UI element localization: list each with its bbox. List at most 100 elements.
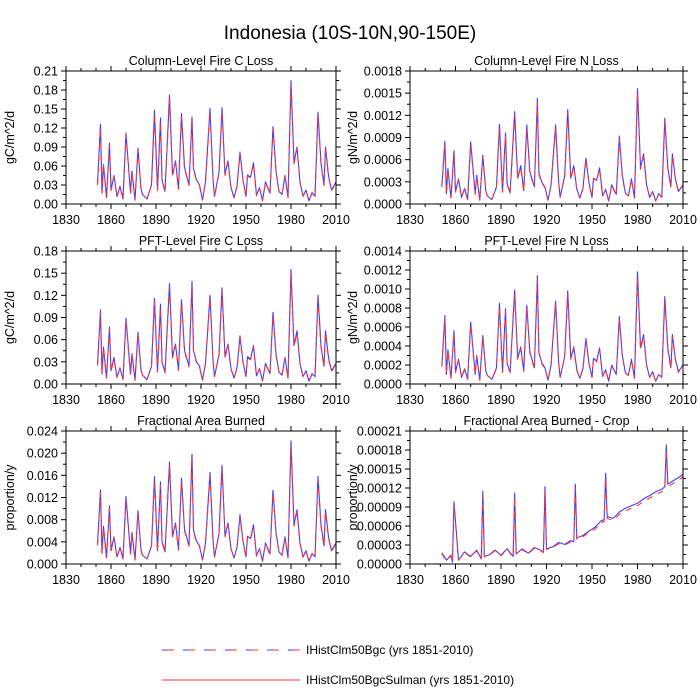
x-tick-label: 2010 [669,213,697,227]
y-tick-label: 0.06 [34,160,58,174]
y-tick-label: 0.00009 [357,501,402,515]
series-line-ihistclm50bgcsulman-yrs-1851-2010 [96,273,336,382]
x-tick-label: 1950 [578,393,606,407]
y-tick-label: 0.03 [34,355,58,369]
panel-title: Fractional Area Burned - Crop [463,414,629,428]
x-tick-label: 1950 [578,573,606,587]
x-tick-label: 1890 [487,573,515,587]
x-tick-label: 1950 [232,573,260,587]
panel-title: PFT-Level Fire C Loss [139,234,263,248]
plot-frame [65,70,337,205]
y-tick-label: 0.0006 [364,153,402,167]
y-axis-label: proportion/y [346,464,360,531]
x-tick-label: 1890 [142,213,170,227]
chart-panel-column-level-fire-c-loss: Column-Level Fire C Loss gC/m^2/d 0.00 0.03… [3,54,350,227]
y-tick-label: 0.0000 [364,198,402,212]
chart-panel-fractional-area-burned-crop: Fractional Area Burned - Crop proportion/… [346,414,697,587]
x-tick-label: 1830 [52,213,80,227]
y-tick-label: 0.00012 [357,482,402,496]
panel-title: PFT-Level Fire N Loss [484,234,608,248]
y-tick-label: 0.000 [27,558,58,572]
y-tick-label: 0.21 [34,65,58,79]
y-axis-label: proportion/y [3,464,17,531]
x-tick-label: 1950 [232,393,260,407]
y-tick-label: 0.00006 [357,520,402,534]
chart-panel-pft-level-fire-c-loss: PFT-Level Fire C Loss gC/m^2/d 0.00 0.03 0.0… [3,234,350,407]
y-tick-label: 0.012 [27,491,58,505]
x-tick-label: 1920 [533,213,561,227]
y-tick-label: 0.0018 [364,65,402,79]
x-tick-label: 1830 [396,213,424,227]
y-tick-label: 0.0006 [364,321,402,335]
y-axis-label: gC/m^2/d [3,111,17,164]
x-tick-label: 1890 [487,393,515,407]
y-tick-label: 0.00 [34,198,58,212]
series-line-ihistclm50bgcsulman-yrs-1851-2010 [441,276,683,382]
y-tick-label: 0.03 [34,179,58,193]
y-axis-label: gN/m^2/d [346,111,360,164]
plot-frame [65,430,337,565]
panels: Column-Level Fire C Loss gC/m^2/d 0.00 0.03… [3,54,697,587]
panel-title: Column-Level Fire C Loss [129,54,274,68]
x-tick-label: 1860 [97,393,125,407]
series-line-ihistclm50bgc-yrs-1851-2010 [441,444,683,563]
series-lines [96,268,336,382]
y-axis-label: gC/m^2/d [3,291,17,344]
chart-panel-fractional-area-burned: Fractional Area Burned proportion/y 0.000 0… [3,414,350,587]
x-tick-label: 2010 [669,573,697,587]
y-tick-label: 0.00003 [357,539,402,553]
x-tick-label: 1890 [487,213,515,227]
x-tick-label: 1860 [442,393,470,407]
y-tick-label: 0.0003 [364,175,402,189]
y-tick-label: 0.008 [27,513,58,527]
x-tick-label: 1920 [533,393,561,407]
chart-panel-column-level-fire-n-loss: Column-Level Fire N Loss gN/m^2/d 0.0000 0.… [346,54,697,227]
x-tick-label: 1830 [396,573,424,587]
y-tick-label: 0.00 [34,378,58,392]
panel-title: Fractional Area Burned [137,414,265,428]
x-tick-label: 1830 [52,393,80,407]
x-tick-label: 1950 [232,213,260,227]
plot-frame [65,250,337,385]
y-tick-label: 0.0000 [364,378,402,392]
y-tick-label: 0.18 [34,84,58,98]
y-tick-label: 0.12 [34,289,58,303]
y-tick-label: 0.00018 [357,444,402,458]
x-tick-label: 1980 [277,573,305,587]
x-tick-label: 1920 [187,573,215,587]
plot-frame [409,250,684,385]
x-tick-label: 1860 [442,573,470,587]
x-tick-label: 1860 [442,213,470,227]
y-tick-label: 0.004 [27,535,58,549]
legend: IHistClm50Bgc (yrs 1851-2010) IHistClm50… [162,643,514,687]
y-tick-label: 0.0008 [364,302,402,316]
y-tick-label: 0.00021 [357,425,402,439]
y-tick-label: 0.0004 [364,340,402,354]
y-tick-label: 0.0014 [364,245,402,259]
x-tick-label: 1950 [578,213,606,227]
x-tick-label: 1890 [142,573,170,587]
x-tick-label: 1860 [97,213,125,227]
x-tick-label: 2010 [322,213,350,227]
y-tick-label: 0.00000 [357,558,402,572]
series-line-ihistclm50bgcsulman-yrs-1851-2010 [96,445,336,562]
x-tick-label: 1980 [624,393,652,407]
x-tick-label: 1980 [277,213,305,227]
x-tick-label: 1830 [396,393,424,407]
series-lines [96,79,336,202]
plot-frame [409,70,684,205]
y-axis-label: gN/m^2/d [346,291,360,344]
x-tick-label: 1980 [624,573,652,587]
x-tick-label: 1920 [187,213,215,227]
y-tick-label: 0.0009 [364,131,402,145]
series-lines [441,88,683,202]
panel-title: Column-Level Fire N Loss [474,54,619,68]
y-tick-label: 0.09 [34,311,58,325]
y-tick-label: 0.15 [34,103,58,117]
x-tick-label: 1920 [187,393,215,407]
y-tick-label: 0.12 [34,122,58,136]
y-tick-label: 0.09 [34,141,58,155]
y-tick-label: 0.15 [34,267,58,281]
figure-title: Indonesia (10S-10N,90-150E) [224,23,476,44]
